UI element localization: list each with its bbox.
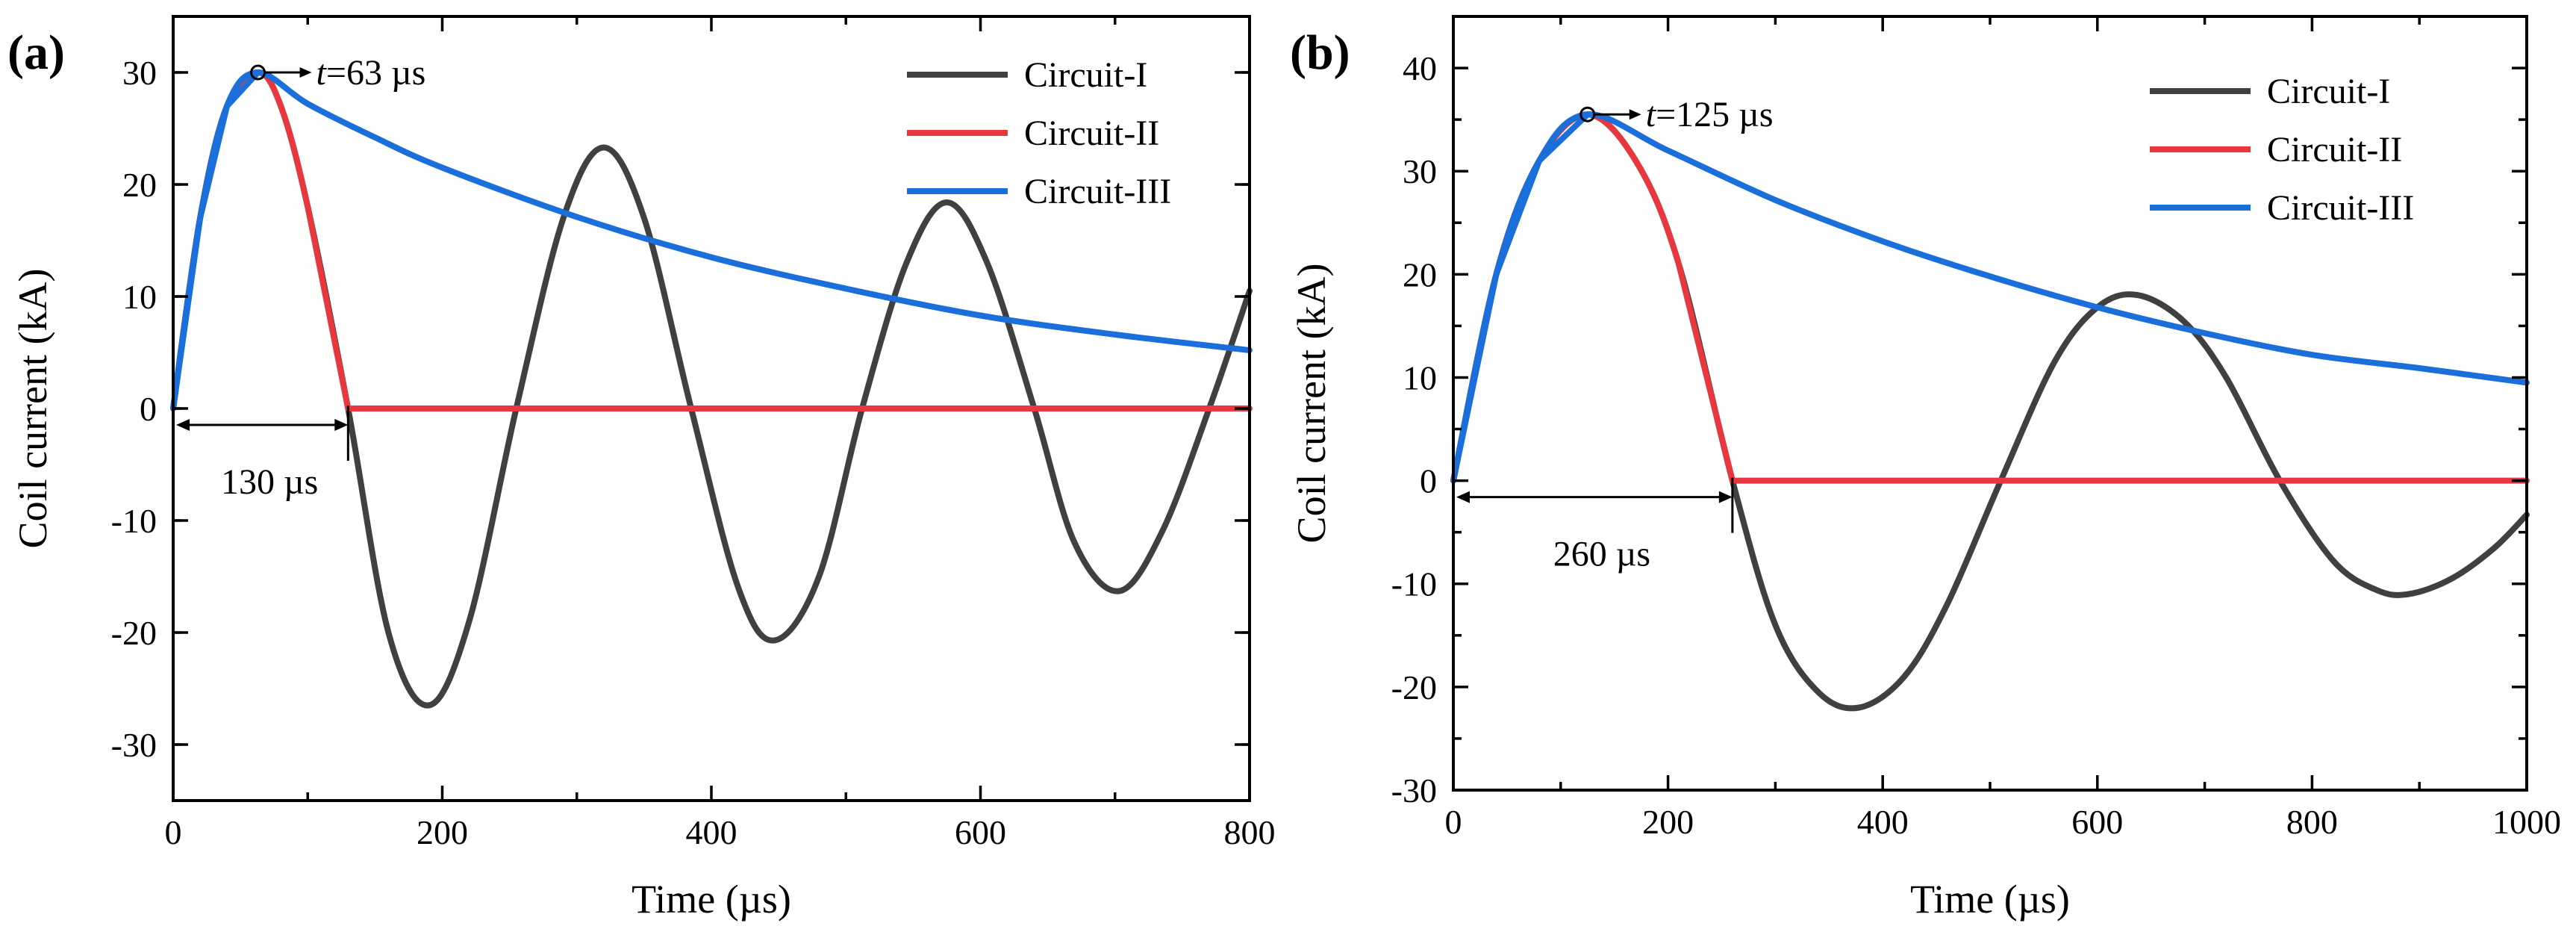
x-axis-title: Time (µs)	[631, 877, 791, 922]
duration-arrow-head-right	[1718, 491, 1733, 503]
legend-label: Circuit-III	[2267, 188, 2414, 228]
peak-time-annotation: t=63 µs	[316, 53, 426, 93]
panel-label: (a)	[7, 25, 65, 80]
duration-arrow-head-left	[1456, 491, 1470, 503]
duration-arrow-head-right	[334, 419, 349, 431]
x-tick-label: 200	[1642, 803, 1694, 841]
y-tick-label: -20	[1391, 668, 1437, 706]
panel-label: (b)	[1290, 25, 1350, 80]
legend-label: Circuit-I	[2267, 72, 2390, 111]
x-tick-label: 600	[955, 813, 1006, 851]
y-tick-label: 30	[1403, 152, 1437, 190]
duration-annotation: 260 µs	[1553, 535, 1650, 574]
series-group	[1450, 111, 2530, 712]
y-tick-label: -10	[1391, 565, 1437, 603]
y-tick-label: 20	[122, 166, 157, 204]
y-tick-label: -30	[111, 726, 157, 764]
peak-arrow-head	[1629, 109, 1641, 120]
x-tick-label: 400	[686, 813, 737, 851]
x-tick-label: 800	[2286, 803, 2338, 841]
series-line-circuit-iii-rise	[170, 69, 261, 411]
x-tick-label: 400	[1857, 803, 1909, 841]
y-tick-label: 10	[1403, 358, 1437, 397]
legend-label: Circuit-II	[1024, 114, 1159, 153]
chart-panel-b: (b) 0 200 400 600 800 1000 -30 -20 -10 0 10 20 30 40 Ti…	[1289, 15, 2561, 922]
x-tick-label: 800	[1224, 813, 1276, 851]
legend-label: Circuit-III	[1024, 172, 1171, 211]
x-tick-label: 0	[1445, 803, 1462, 841]
x-axis-title: Time (µs)	[1910, 877, 2070, 922]
y-tick-label: 40	[1403, 49, 1437, 87]
series-line-circuit-iii-rise	[1450, 111, 1591, 484]
y-tick-label: 20	[1403, 255, 1437, 293]
series-group	[170, 69, 1253, 709]
peak-time-annotation: t=125 µs	[1646, 95, 1774, 134]
x-tick-label: 1000	[2492, 803, 2561, 841]
chart-panel-a: (a) 0 200 400 600 800 -30 -20 -10 0 10 20 30 Time (µs…	[7, 15, 1276, 922]
y-tick-label: 10	[122, 278, 157, 316]
y-tick-label: 0	[140, 390, 157, 428]
x-tick-label: 600	[2071, 803, 2123, 841]
y-axis-title: Coil current (kA)	[1289, 264, 1334, 544]
x-tick-label: 0	[165, 813, 182, 851]
peak-time-value: =125 µs	[1656, 95, 1773, 134]
y-tick-label: 0	[1420, 462, 1437, 500]
legend: Circuit-I Circuit-II Circuit-III	[907, 55, 1171, 211]
y-tick-label: -10	[111, 502, 157, 540]
peak-time-value: =63 µs	[326, 53, 425, 93]
y-axis-title: Coil current (kA)	[10, 269, 55, 549]
legend-label: Circuit-II	[2267, 130, 2402, 170]
legend-label: Circuit-I	[1024, 55, 1147, 95]
series-line-circuit-i	[170, 69, 1253, 709]
peak-arrow-head	[299, 67, 312, 78]
duration-annotation: 130 µs	[221, 462, 318, 502]
y-tick-label: -20	[111, 614, 157, 652]
peak-time-symbol: t	[1646, 95, 1657, 134]
y-tick-label: -30	[1391, 771, 1437, 810]
legend: Circuit-I Circuit-II Circuit-III	[2150, 72, 2414, 228]
y-tick-label: 30	[122, 54, 157, 92]
peak-time-symbol: t	[316, 53, 328, 93]
duration-arrow-head-left	[176, 419, 190, 431]
x-tick-label: 200	[417, 813, 468, 851]
